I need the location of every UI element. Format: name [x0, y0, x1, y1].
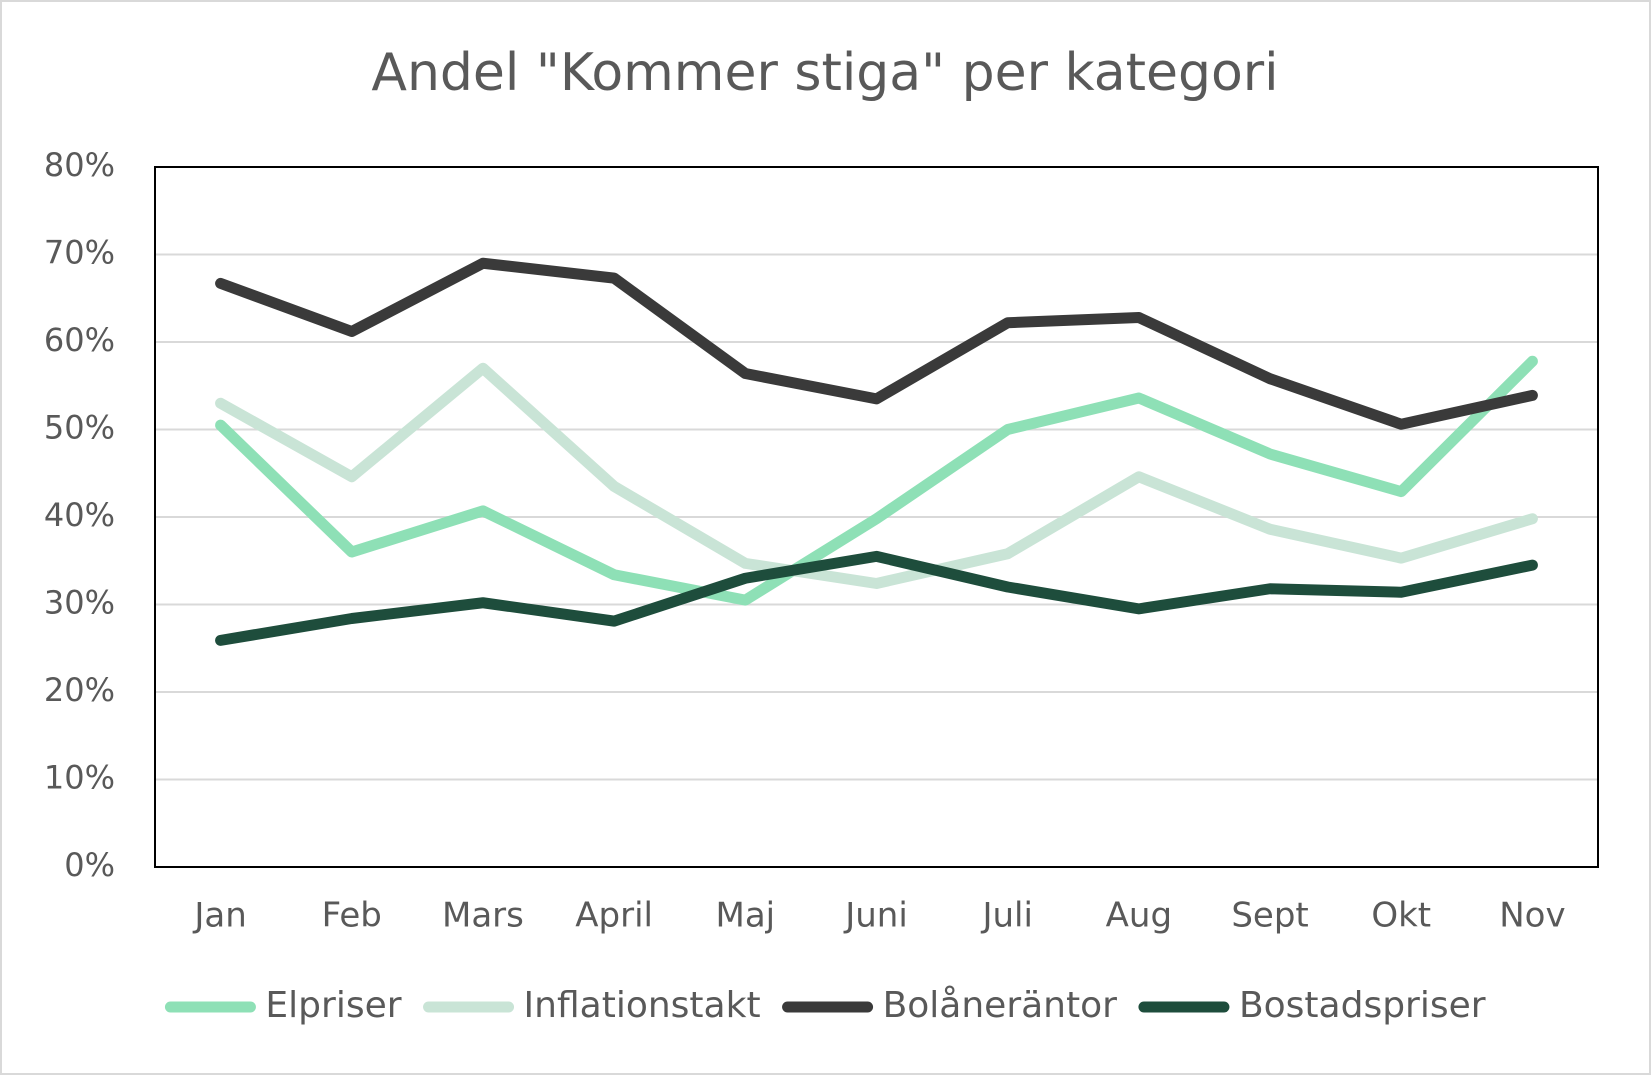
y-tick-label: 60% — [44, 321, 115, 359]
legend-label: Bostadspriser — [1239, 985, 1486, 1026]
x-tick-label: Juli — [980, 896, 1032, 936]
y-tick-label: 80% — [44, 146, 115, 184]
x-tick-label: Feb — [322, 896, 382, 936]
y-tick-label: 40% — [44, 496, 115, 534]
legend-label: Bolåneräntor — [883, 985, 1118, 1026]
y-tick-label: 0% — [64, 846, 115, 884]
x-tick-label: April — [575, 896, 653, 936]
x-tick-label: Jan — [192, 896, 246, 936]
series-line — [215, 550, 1538, 646]
y-tick-label: 20% — [44, 671, 115, 709]
series-line — [215, 355, 1538, 606]
legend-label: Elpriser — [265, 985, 401, 1026]
chart-title: Andel "Kommer stiga" per kategori — [371, 43, 1278, 103]
y-tick-label: 70% — [44, 234, 115, 272]
x-tick-label: Juni — [843, 896, 908, 936]
series-line — [215, 362, 1538, 589]
y-tick-label: 50% — [44, 409, 115, 447]
x-tick-label: Okt — [1371, 896, 1431, 936]
plot-border — [154, 166, 1599, 868]
y-tick-label: 30% — [44, 584, 115, 622]
x-tick-label: Nov — [1499, 896, 1565, 936]
x-tick-label: Mars — [442, 896, 524, 936]
x-tick-label: Aug — [1106, 896, 1172, 936]
series-line — [215, 257, 1538, 430]
legend-label: Inflationstakt — [524, 985, 761, 1026]
x-tick-label: Sept — [1231, 896, 1308, 936]
x-tick-label: Maj — [716, 896, 776, 936]
y-tick-label: 10% — [44, 759, 115, 797]
